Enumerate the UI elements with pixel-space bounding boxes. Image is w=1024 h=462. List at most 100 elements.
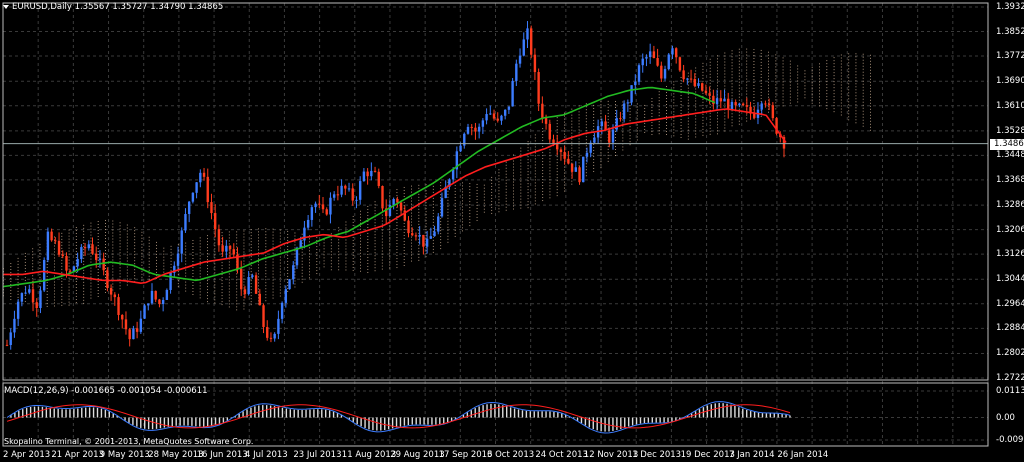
cloud-dot	[556, 165, 558, 167]
cloud-dot	[32, 266, 34, 268]
cloud-dot	[549, 182, 551, 184]
cloud-dot	[381, 226, 383, 228]
cloud-dot	[476, 219, 478, 221]
cloud-dot	[243, 233, 245, 235]
cloud-dot	[476, 189, 478, 191]
cloud-dot	[228, 261, 230, 263]
cloud-dot	[447, 235, 449, 237]
cloud-dot	[666, 103, 667, 105]
cloud-dot	[593, 119, 595, 121]
cloud-dot	[724, 55, 726, 57]
cloud-dot	[564, 166, 565, 168]
cloud-dot	[119, 225, 121, 227]
cloud-dot	[389, 243, 391, 245]
candle-body	[678, 57, 682, 71]
cloud-dot	[68, 268, 70, 270]
cloud-dot	[381, 268, 383, 270]
cloud-dot	[316, 243, 318, 245]
cloud-dot	[797, 71, 799, 73]
cloud-dot	[10, 296, 12, 298]
cloud-dot	[374, 240, 376, 242]
cloud-dot	[505, 197, 507, 199]
cloud-dot	[483, 193, 485, 195]
cloud-dot	[738, 87, 740, 89]
cloud-dot	[768, 108, 769, 110]
cloud-dot	[32, 257, 34, 259]
cloud-dot	[360, 213, 361, 215]
cloud-dot	[68, 295, 70, 297]
cloud-dot	[476, 201, 478, 203]
cloud-dot	[666, 115, 667, 117]
cloud-dot	[177, 286, 179, 288]
cloud-dot	[61, 283, 63, 285]
cloud-dot	[738, 57, 740, 59]
cloud-dot	[279, 262, 281, 264]
cloud-dot	[61, 268, 63, 270]
cloud-dot	[534, 137, 536, 139]
cloud-dot	[90, 291, 92, 293]
cloud-dot	[54, 266, 55, 268]
cloud-dot	[870, 63, 871, 65]
cloud-dot	[10, 281, 12, 283]
cloud-dot	[119, 288, 121, 290]
cloud-dot	[425, 220, 427, 222]
cloud-dot	[826, 93, 828, 95]
cloud-dot	[797, 77, 799, 79]
cloud-dot	[287, 236, 289, 238]
cloud-dot	[411, 245, 412, 247]
cloud-dot	[61, 232, 63, 234]
cloud-dot	[738, 93, 740, 95]
candle-body	[191, 192, 195, 202]
cloud-dot	[294, 232, 296, 234]
cloud-dot	[309, 235, 310, 237]
cloud-dot	[97, 295, 99, 297]
candle-body	[39, 290, 42, 309]
cloud-dot	[680, 121, 682, 123]
cloud-dot	[746, 72, 748, 74]
time-tick-label: 12 Nov 2013	[583, 450, 639, 460]
cloud-dot	[360, 228, 361, 230]
cloud-dot	[709, 82, 711, 84]
cloud-dot	[578, 144, 580, 146]
cloud-dot	[432, 224, 434, 226]
cloud-dot	[75, 230, 77, 232]
cloud-dot	[695, 91, 697, 93]
cloud-dot	[250, 304, 252, 306]
cloud-dot	[447, 190, 449, 192]
cloud-dot	[345, 221, 347, 223]
dropdown-triangle-icon[interactable]	[3, 4, 9, 9]
cloud-dot	[75, 299, 77, 301]
cloud-dot	[389, 219, 391, 221]
cloud-dot	[352, 215, 354, 217]
candle-body	[667, 54, 670, 70]
cloud-dot	[126, 257, 128, 259]
cloud-dot	[360, 258, 361, 260]
cloud-dot	[680, 115, 682, 117]
cloud-dot	[862, 110, 864, 112]
cloud-dot	[782, 63, 784, 65]
cloud-dot	[513, 193, 514, 195]
cloud-dot	[731, 86, 733, 88]
cloud-dot	[418, 187, 420, 189]
cloud-dot	[607, 118, 609, 120]
cloud-dot	[97, 289, 99, 291]
cloud-dot	[549, 155, 551, 157]
cloud-dot	[695, 133, 697, 135]
cloud-dot	[527, 207, 529, 209]
cloud-dot	[119, 276, 121, 278]
cloud-dot	[265, 255, 267, 257]
cloud-dot	[279, 271, 281, 273]
cloud-dot	[192, 293, 194, 295]
cloud-dot	[105, 258, 106, 260]
cloud-dot	[666, 121, 667, 123]
cloud-dot	[228, 306, 230, 308]
cloud-dot	[32, 269, 34, 271]
cloud-dot	[622, 131, 624, 133]
cloud-dot	[549, 173, 551, 175]
cloud-dot	[469, 207, 471, 209]
cloud-dot	[469, 186, 471, 188]
cloud-dot	[520, 150, 522, 152]
candle-body	[682, 70, 685, 80]
time-tick-label: 9 May 2013	[99, 450, 150, 460]
